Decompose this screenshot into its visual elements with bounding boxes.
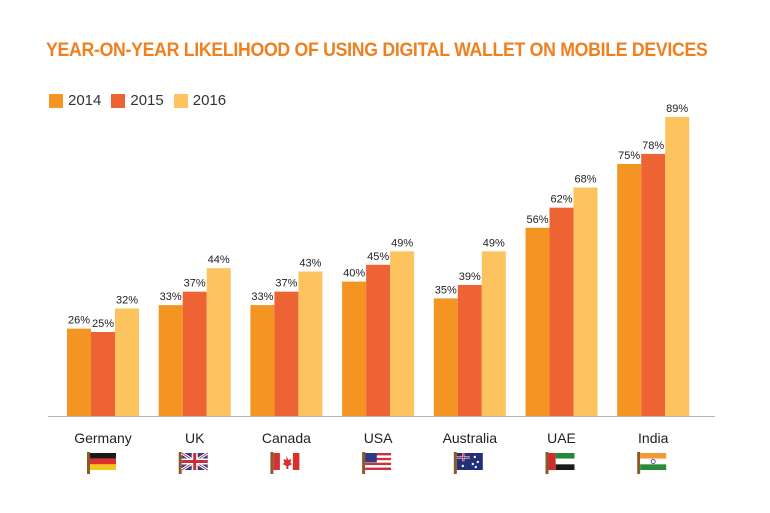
value-label-usa-2014: 40%: [343, 268, 365, 280]
legend-swatch-2014: [49, 93, 63, 108]
bar-uk-2016: [206, 268, 231, 416]
bar-uae-2015: [549, 207, 574, 416]
chart-title: YEAR-ON-YEAR LIKELIHOOD OF USING DIGITAL…: [46, 40, 708, 61]
legend: 2014 2015 2016: [49, 92, 226, 109]
category-label-usa: USA: [364, 430, 393, 446]
value-label-uk-2014: 33%: [160, 291, 182, 303]
value-label-uk-2016: 44%: [208, 254, 230, 266]
category-label-uk: UK: [185, 430, 205, 446]
legend-label-2014: 2014: [68, 92, 102, 109]
bar-uk-2015: [182, 291, 207, 416]
bar-usa-2014: [342, 281, 367, 416]
category-label-uae: UAE: [547, 430, 576, 446]
value-label-germany-2014: 26%: [68, 315, 90, 327]
value-label-india-2016: 89%: [666, 103, 688, 115]
bar-usa-2015: [366, 264, 391, 416]
bar-australia-2015: [457, 284, 482, 416]
value-label-usa-2016: 49%: [391, 237, 413, 249]
legend-item-2014: 2014: [49, 92, 101, 109]
value-label-canada-2014: 33%: [251, 291, 273, 303]
bar-canada-2016: [298, 271, 323, 416]
bar-uae-2014: [525, 227, 550, 416]
bar-usa-2016: [390, 251, 415, 416]
australia-flag-icon: [453, 452, 483, 474]
legend-item-2015: 2015: [111, 92, 164, 109]
uae-flag-icon: [545, 452, 575, 474]
india-flag-icon: [637, 452, 667, 474]
value-label-usa-2015: 45%: [367, 251, 389, 263]
value-label-germany-2016: 32%: [116, 294, 138, 306]
category-label-india: India: [638, 430, 669, 446]
bar-india-2016: [665, 116, 690, 417]
category-label-canada: Canada: [262, 430, 311, 446]
germany-flag-icon: [87, 452, 116, 474]
legend-label-2015: 2015: [130, 92, 164, 109]
value-label-india-2015: 78%: [642, 140, 664, 152]
value-label-uk-2015: 37%: [184, 278, 206, 290]
category-label-australia: Australia: [443, 430, 498, 446]
legend-item-2016: 2016: [173, 92, 227, 109]
uk-flag-icon: [178, 451, 209, 474]
bar-canada-2015: [274, 291, 299, 416]
bar-australia-2014: [433, 298, 458, 416]
bar-australia-2016: [481, 251, 506, 416]
value-label-australia-2014: 35%: [435, 284, 457, 296]
legend-label-2016: 2016: [192, 92, 227, 109]
value-label-canada-2015: 37%: [275, 278, 297, 290]
bar-germany-2015: [91, 332, 115, 416]
legend-swatch-2016: [173, 93, 188, 108]
legend-swatch-2015: [111, 93, 126, 108]
value-label-india-2014: 75%: [618, 150, 640, 162]
canada-flag-icon: [270, 452, 300, 474]
value-label-canada-2016: 43%: [299, 258, 321, 270]
usa-flag-icon: [362, 452, 392, 474]
bar-india-2014: [617, 164, 642, 416]
bar-canada-2014: [250, 305, 275, 416]
category-label-germany: Germany: [74, 430, 132, 446]
bar-uk-2014: [158, 305, 183, 416]
value-label-uae-2015: 62%: [550, 194, 572, 206]
bar-india-2015: [641, 153, 666, 417]
bar-germany-2016: [115, 308, 139, 416]
value-label-uae-2016: 68%: [574, 174, 596, 186]
value-label-germany-2015: 25%: [92, 318, 114, 330]
bar-uae-2016: [573, 187, 598, 416]
bar-germany-2014: [67, 328, 91, 416]
value-label-australia-2016: 49%: [483, 237, 505, 249]
value-label-australia-2015: 39%: [459, 271, 481, 283]
value-label-uae-2014: 56%: [526, 214, 548, 226]
